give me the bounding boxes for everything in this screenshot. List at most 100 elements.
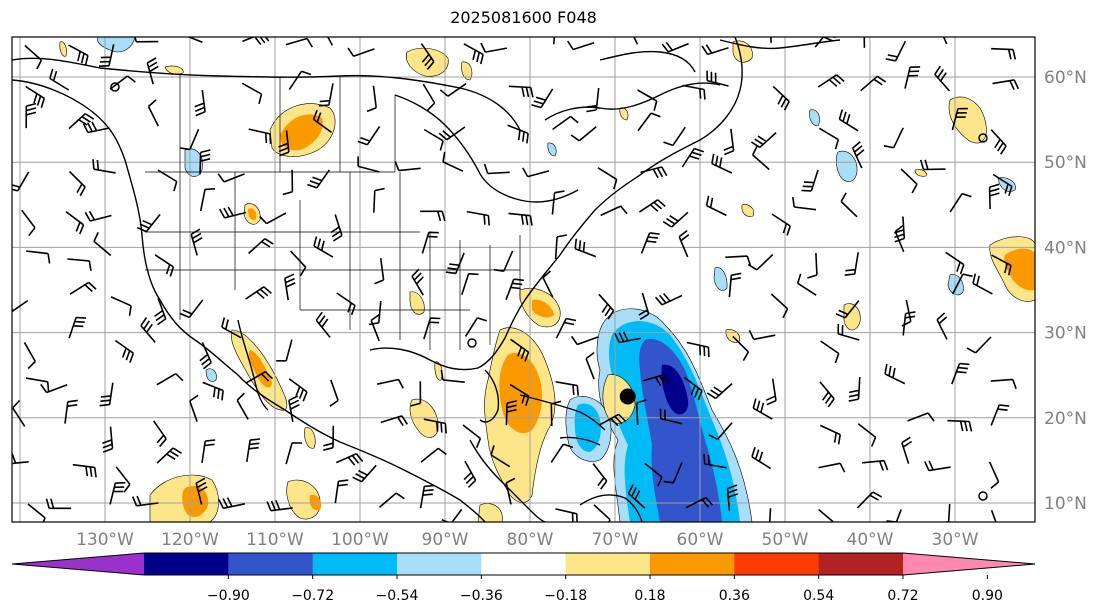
wind-barb (633, 37, 639, 45)
wind-barb (98, 44, 115, 67)
wind-barb (863, 37, 866, 48)
wind-barb (419, 484, 435, 509)
wind-barb (199, 149, 211, 175)
colorbar-tick-label: −0.72 (291, 588, 335, 604)
wind-barb (114, 339, 135, 363)
wind-barb (550, 400, 562, 427)
wind-barb (638, 292, 650, 320)
wind-barb (820, 340, 840, 364)
colorbar-extend-high (903, 553, 1035, 575)
wind-barb (966, 336, 992, 354)
longitude-label: 30°W (932, 530, 979, 550)
wind-barb (24, 44, 43, 70)
wind-barb (276, 339, 293, 362)
longitude-label: 70°W (592, 530, 639, 550)
wind-barb (796, 273, 817, 296)
colorbar-segment (228, 553, 314, 575)
wind-barb (490, 445, 511, 468)
wind-barb (723, 128, 735, 156)
wind-barb (663, 126, 686, 147)
wind-barb (463, 43, 484, 65)
wind-barb (157, 169, 178, 192)
wind-barb (659, 408, 683, 425)
wind-barb (245, 286, 272, 300)
wind-barb (817, 74, 845, 88)
wind-barb (65, 210, 85, 235)
wind-barb (376, 378, 404, 389)
wind-barb (949, 192, 972, 213)
colorbar-segment (144, 553, 229, 575)
wind-barb (924, 460, 951, 472)
wind-barb (461, 273, 479, 295)
wind-barb (752, 398, 773, 420)
wind-barb (901, 436, 913, 464)
wind-barb (686, 341, 710, 358)
wind-barb (68, 44, 89, 66)
wind-barb (329, 379, 339, 407)
wind-barb (93, 231, 112, 257)
wind-barb (463, 460, 477, 488)
colorbar-extend-low (12, 553, 144, 575)
wind-barb (945, 251, 965, 275)
wind-barb (115, 466, 131, 493)
wind-barb (507, 124, 529, 144)
wind-barb (835, 300, 860, 319)
wind-barb (380, 415, 408, 427)
wind-barb (109, 482, 126, 505)
wind-barb (347, 47, 375, 58)
longitude-labels: 130°W 120°W 110°W 100°W 90°W 80°W 70°W 60°W 50°W… (76, 530, 979, 550)
colorbar (11, 552, 1036, 579)
wind-barb (67, 258, 92, 271)
wind-barb (732, 335, 750, 361)
wind-barb (288, 395, 300, 423)
colorbar-segment (481, 553, 567, 575)
wind-barb (219, 206, 247, 219)
wind-barb (856, 491, 882, 509)
wind-barb (991, 47, 1017, 60)
wind-barb (179, 299, 204, 319)
wind-barb (190, 228, 203, 256)
wind-barb (26, 250, 51, 264)
wind-barb (282, 169, 294, 196)
wind-barb (154, 254, 175, 277)
wind-barb (134, 37, 159, 43)
wind-barb (146, 57, 159, 85)
wind-barb (883, 127, 904, 149)
wind-barb (236, 392, 249, 420)
wind-barb (726, 484, 738, 511)
wind-barb (765, 378, 777, 406)
wind-barb (464, 317, 488, 337)
wind-barb (934, 65, 950, 92)
wind-barb (818, 508, 835, 522)
wind-barb (186, 37, 203, 44)
colorbar-tick-label: −0.54 (375, 588, 419, 604)
wind-barb (818, 127, 840, 150)
wind-barb (685, 496, 714, 509)
wind-barb (972, 273, 993, 295)
wind-barb (681, 147, 705, 168)
wind-barb (638, 199, 666, 213)
wind-barb (131, 495, 159, 507)
wind-barb (45, 498, 72, 510)
wind-barb (23, 342, 36, 370)
wind-barb (862, 459, 889, 471)
wind-barb (751, 446, 772, 470)
wind-barb (136, 213, 161, 233)
latitude-labels: 60°N 50°N 40°N 30°N 20°N 10°N (1044, 68, 1087, 514)
wind-barb (990, 129, 1007, 155)
wind-barb (140, 317, 156, 343)
wind-barb (394, 161, 421, 172)
wind-barb (508, 85, 534, 98)
wind-barb (818, 462, 846, 473)
wind-barb (663, 462, 683, 484)
wind-barb (701, 44, 729, 56)
colorbar-segment (312, 553, 398, 575)
wind-barb (505, 400, 517, 426)
wind-barb (840, 192, 858, 218)
wind-barb (483, 163, 510, 175)
wind-barb (323, 425, 335, 451)
wind-barb (550, 443, 574, 463)
colorbar-tick-label: 0.90 (971, 588, 1003, 604)
colorbar-segment (734, 553, 820, 575)
wind-barb (266, 500, 293, 512)
